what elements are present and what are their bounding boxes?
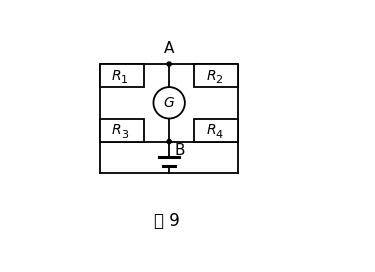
Text: 2: 2: [215, 75, 222, 85]
Text: R: R: [112, 69, 122, 83]
Text: R: R: [112, 123, 122, 137]
Text: B: B: [174, 143, 185, 157]
Text: 图 9: 图 9: [154, 212, 180, 230]
Text: G: G: [164, 96, 174, 110]
Text: R: R: [206, 69, 216, 83]
Text: 3: 3: [121, 130, 128, 140]
Bar: [194, 64, 238, 87]
Bar: [194, 119, 238, 141]
Bar: [100, 119, 144, 141]
Text: 1: 1: [121, 75, 128, 85]
Text: A: A: [164, 41, 174, 56]
Circle shape: [167, 62, 171, 66]
Bar: [100, 64, 144, 87]
Circle shape: [167, 140, 171, 144]
Text: R: R: [206, 123, 216, 137]
Text: 4: 4: [215, 130, 222, 140]
